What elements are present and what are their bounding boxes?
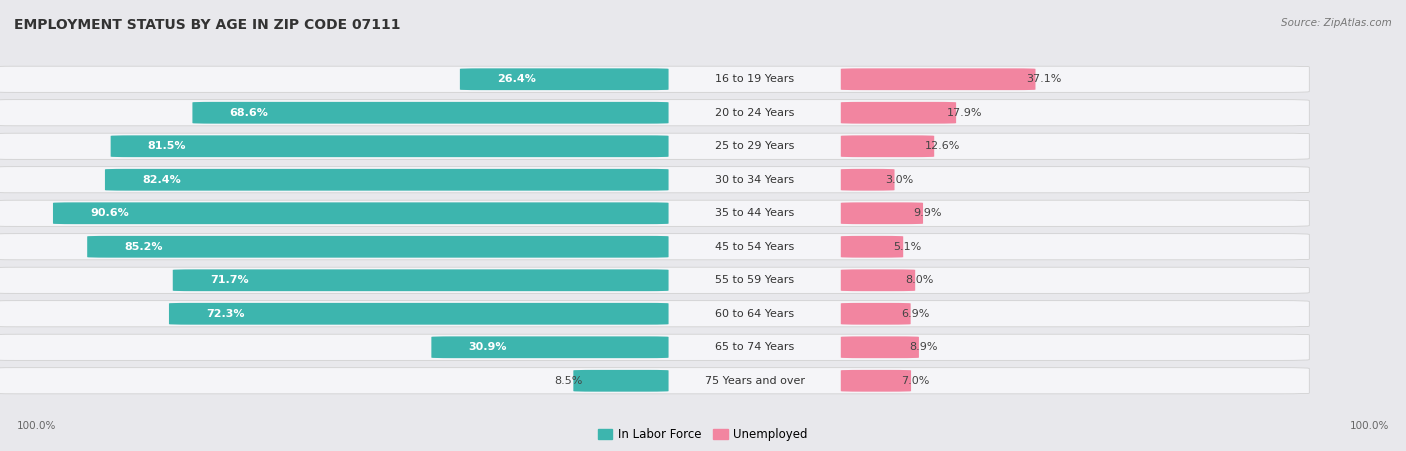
Text: 7.0%: 7.0% xyxy=(901,376,929,386)
Text: 17.9%: 17.9% xyxy=(946,108,981,118)
FancyBboxPatch shape xyxy=(169,303,669,325)
FancyBboxPatch shape xyxy=(0,133,1309,159)
FancyBboxPatch shape xyxy=(0,200,1309,226)
Text: 45 to 54 Years: 45 to 54 Years xyxy=(716,242,794,252)
FancyBboxPatch shape xyxy=(87,236,669,258)
FancyBboxPatch shape xyxy=(841,102,956,124)
Text: 16 to 19 Years: 16 to 19 Years xyxy=(716,74,794,84)
FancyBboxPatch shape xyxy=(841,202,924,224)
Text: 71.7%: 71.7% xyxy=(209,275,249,285)
FancyBboxPatch shape xyxy=(432,336,669,358)
FancyBboxPatch shape xyxy=(0,100,1309,126)
FancyBboxPatch shape xyxy=(0,234,1309,260)
Text: 30.9%: 30.9% xyxy=(468,342,508,352)
Text: 82.4%: 82.4% xyxy=(142,175,181,185)
FancyBboxPatch shape xyxy=(841,269,915,291)
Text: 68.6%: 68.6% xyxy=(229,108,269,118)
Text: 100.0%: 100.0% xyxy=(17,421,56,431)
Text: EMPLOYMENT STATUS BY AGE IN ZIP CODE 07111: EMPLOYMENT STATUS BY AGE IN ZIP CODE 071… xyxy=(14,18,401,32)
FancyBboxPatch shape xyxy=(841,336,920,358)
Text: 75 Years and over: 75 Years and over xyxy=(704,376,804,386)
Text: 20 to 24 Years: 20 to 24 Years xyxy=(716,108,794,118)
Text: 8.5%: 8.5% xyxy=(554,376,583,386)
FancyBboxPatch shape xyxy=(0,66,1309,92)
FancyBboxPatch shape xyxy=(0,334,1309,360)
FancyBboxPatch shape xyxy=(0,301,1309,327)
FancyBboxPatch shape xyxy=(173,269,669,291)
Text: 8.0%: 8.0% xyxy=(905,275,934,285)
Text: 60 to 64 Years: 60 to 64 Years xyxy=(716,309,794,319)
Text: 12.6%: 12.6% xyxy=(925,141,960,151)
Text: Source: ZipAtlas.com: Source: ZipAtlas.com xyxy=(1281,18,1392,28)
Text: 37.1%: 37.1% xyxy=(1026,74,1062,84)
Text: 55 to 59 Years: 55 to 59 Years xyxy=(716,275,794,285)
FancyBboxPatch shape xyxy=(193,102,669,124)
FancyBboxPatch shape xyxy=(841,169,894,191)
Text: 6.9%: 6.9% xyxy=(901,309,929,319)
FancyBboxPatch shape xyxy=(460,69,669,90)
Text: 65 to 74 Years: 65 to 74 Years xyxy=(716,342,794,352)
Text: 5.1%: 5.1% xyxy=(894,242,922,252)
Text: 8.9%: 8.9% xyxy=(910,342,938,352)
FancyBboxPatch shape xyxy=(841,135,934,157)
Text: 25 to 29 Years: 25 to 29 Years xyxy=(716,141,794,151)
Text: 30 to 34 Years: 30 to 34 Years xyxy=(716,175,794,185)
FancyBboxPatch shape xyxy=(105,169,669,191)
FancyBboxPatch shape xyxy=(0,368,1309,394)
Text: 90.6%: 90.6% xyxy=(90,208,129,218)
FancyBboxPatch shape xyxy=(841,69,1035,90)
FancyBboxPatch shape xyxy=(841,370,911,391)
Text: 3.0%: 3.0% xyxy=(884,175,912,185)
FancyBboxPatch shape xyxy=(53,202,669,224)
Legend: In Labor Force, Unemployed: In Labor Force, Unemployed xyxy=(593,423,813,446)
Text: 85.2%: 85.2% xyxy=(124,242,163,252)
Text: 26.4%: 26.4% xyxy=(498,74,536,84)
FancyBboxPatch shape xyxy=(0,167,1309,193)
Text: 72.3%: 72.3% xyxy=(207,309,245,319)
Text: 9.9%: 9.9% xyxy=(914,208,942,218)
FancyBboxPatch shape xyxy=(111,135,669,157)
FancyBboxPatch shape xyxy=(574,370,669,391)
FancyBboxPatch shape xyxy=(0,267,1309,293)
Text: 100.0%: 100.0% xyxy=(1350,421,1389,431)
Text: 35 to 44 Years: 35 to 44 Years xyxy=(716,208,794,218)
Text: 81.5%: 81.5% xyxy=(148,141,187,151)
FancyBboxPatch shape xyxy=(841,303,911,325)
FancyBboxPatch shape xyxy=(841,236,903,258)
